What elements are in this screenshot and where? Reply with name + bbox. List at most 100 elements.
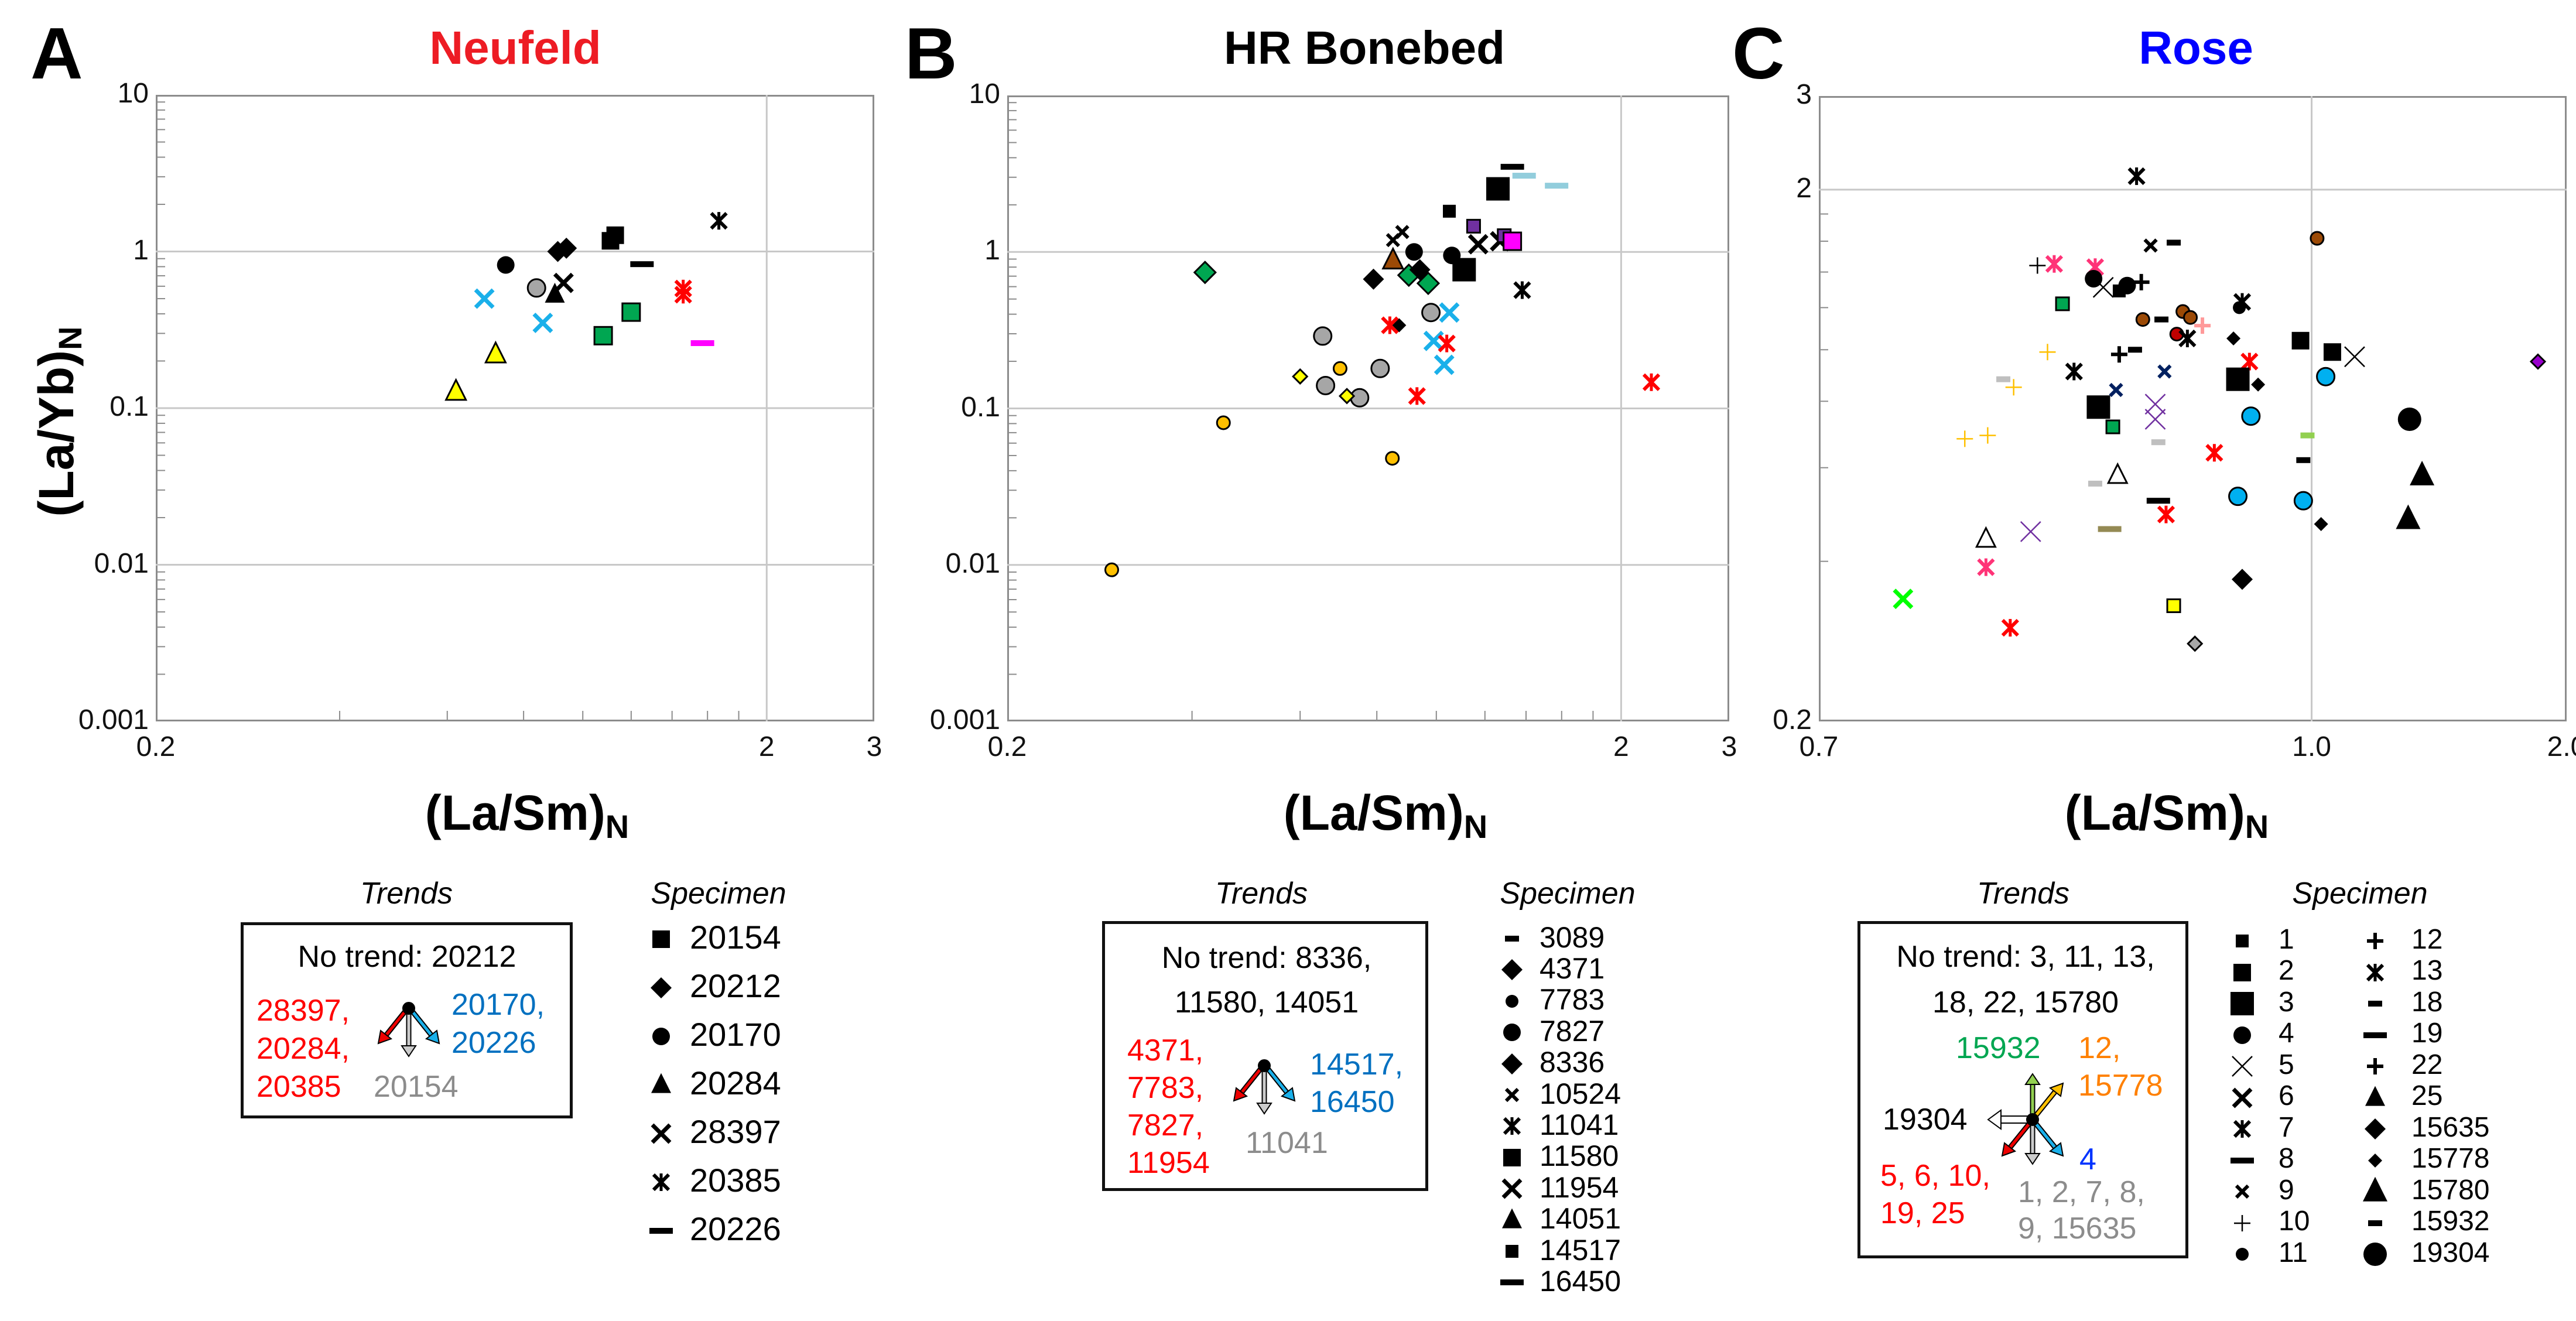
- data-point: [2187, 635, 2204, 652]
- legend-marker-icon: [2365, 1118, 2386, 1139]
- marker-sq: [2233, 963, 2251, 981]
- data-point: [2127, 167, 2146, 186]
- data-point: [2143, 238, 2158, 253]
- legend-marker-icon: [1501, 1053, 1523, 1074]
- data-point: [1979, 427, 1996, 444]
- legend-marker-icon: [2236, 935, 2249, 947]
- marker-di: [1501, 959, 1523, 981]
- x-tick-label: 0.2: [987, 731, 1027, 762]
- data-point: [2086, 395, 2110, 419]
- x-axis-label-sub: N: [605, 808, 630, 845]
- marker-sqS: [2236, 935, 2249, 947]
- specimen-label: 3089: [1540, 920, 1605, 954]
- specimen-label: 15635: [2411, 1111, 2490, 1143]
- trend-arrows-icon: [1233, 1059, 1296, 1115]
- specimen-label: 18: [2411, 986, 2443, 1018]
- data-point: [1466, 218, 1481, 234]
- data-point: [556, 237, 577, 259]
- no-trend-text: No trend: 3, 11, 13,: [1896, 940, 2155, 974]
- data-point: [1350, 388, 1370, 408]
- trend-increase-both-item: 12,: [2078, 1031, 2121, 1065]
- trend-increase-x-item: 16450: [1310, 1085, 1395, 1119]
- marker-tri: [651, 1073, 671, 1093]
- plot-area-neufeld: [156, 95, 874, 721]
- marker-xS: [1504, 1087, 1520, 1103]
- data-point: [1503, 231, 1523, 251]
- data-point: [2166, 598, 2181, 614]
- data-point: [1370, 358, 1390, 378]
- data-point: [2397, 408, 2421, 432]
- specimen-label: 12: [2411, 923, 2443, 955]
- data-point: [2001, 618, 2019, 637]
- specimen-label: 3: [2279, 986, 2294, 1018]
- data-point: [2157, 505, 2175, 523]
- specimen-label: 4371: [1540, 952, 1605, 985]
- data-point: [593, 326, 613, 345]
- marker-tri: [2365, 1086, 2385, 1106]
- marker-dashS: [1505, 936, 1519, 942]
- x-axis-label-main: (La/Sm): [425, 785, 605, 840]
- legend-marker-icon: [1506, 1245, 1518, 1258]
- plot-area-rose: [1819, 96, 2567, 721]
- specimen-label: 15932: [2411, 1206, 2490, 1237]
- data-point: [1467, 234, 1489, 255]
- data-point: [606, 226, 624, 244]
- marker-dash: [649, 1228, 673, 1234]
- trend-increase-both-item: 15778: [2078, 1069, 2163, 1103]
- data-point: [2092, 276, 2114, 298]
- data-point: [1395, 225, 1410, 239]
- marker-di: [1501, 1053, 1523, 1074]
- data-point: [1975, 526, 1997, 548]
- legend-marker-icon: [2236, 1248, 2249, 1261]
- marker-dashS: [2368, 1001, 2382, 1007]
- data-point: [674, 286, 692, 304]
- y-tick-label: 1: [133, 234, 149, 266]
- x-axis-label-sub: N: [2245, 808, 2269, 845]
- specimen-label: 2: [2279, 955, 2294, 987]
- data-point: [2065, 362, 2083, 381]
- x-tick-label: 2: [758, 731, 775, 762]
- data-point: [2127, 347, 2142, 353]
- data-point: [2154, 316, 2169, 323]
- trends-box-b: No trend: 8336, 11580, 14051 4371, 7783,…: [1102, 921, 1428, 1191]
- marker-X: [2232, 1087, 2253, 1108]
- data-point: [2055, 296, 2070, 312]
- data-point: [2396, 504, 2421, 529]
- data-point: [2205, 444, 2223, 462]
- data-point: [2226, 367, 2250, 391]
- specimen-label: 7783: [1540, 983, 1605, 1017]
- marker-sq: [1503, 1148, 1521, 1166]
- data-point: [710, 211, 728, 230]
- data-point: [2106, 462, 2129, 484]
- x-tick-label: 1.0: [2292, 731, 2331, 762]
- data-point: [1513, 281, 1531, 299]
- data-point: [1423, 330, 1444, 351]
- specimen-label: 11580: [1540, 1139, 1619, 1173]
- no-trend-text: No trend: 8336,: [1161, 941, 1372, 975]
- marker-tri: [1502, 1208, 1522, 1228]
- panel-letter-c: C: [1732, 13, 1785, 94]
- data-point: [2029, 257, 2046, 274]
- data-point: [2183, 310, 2198, 325]
- y-axis-label-sub: N: [52, 326, 88, 350]
- specimen-label: 25: [2411, 1080, 2443, 1112]
- panel-letter-b: B: [905, 13, 957, 94]
- trend-decrease-item: 11954: [1127, 1146, 1210, 1180]
- data-point: [2144, 393, 2166, 415]
- data-point: [1385, 451, 1400, 466]
- specimen-label: 20154: [690, 919, 781, 956]
- data-point: [1338, 388, 1356, 405]
- marker-ci: [652, 1028, 670, 1045]
- data-point: [545, 282, 565, 303]
- data-point: [1313, 326, 1333, 346]
- specimen-label: 6: [2279, 1080, 2294, 1112]
- legend-marker-icon: [652, 930, 670, 948]
- legend-marker-icon: [651, 1073, 671, 1093]
- data-point: [2178, 329, 2197, 348]
- specimen-label: 7827: [1540, 1014, 1605, 1048]
- data-point: [2529, 353, 2547, 370]
- data-point: [2109, 382, 2123, 398]
- trend-decrease-y-item: 1, 2, 7, 8,: [2018, 1175, 2145, 1209]
- plot-area-hr-bonebed: [1007, 95, 1729, 721]
- data-point: [2228, 487, 2248, 507]
